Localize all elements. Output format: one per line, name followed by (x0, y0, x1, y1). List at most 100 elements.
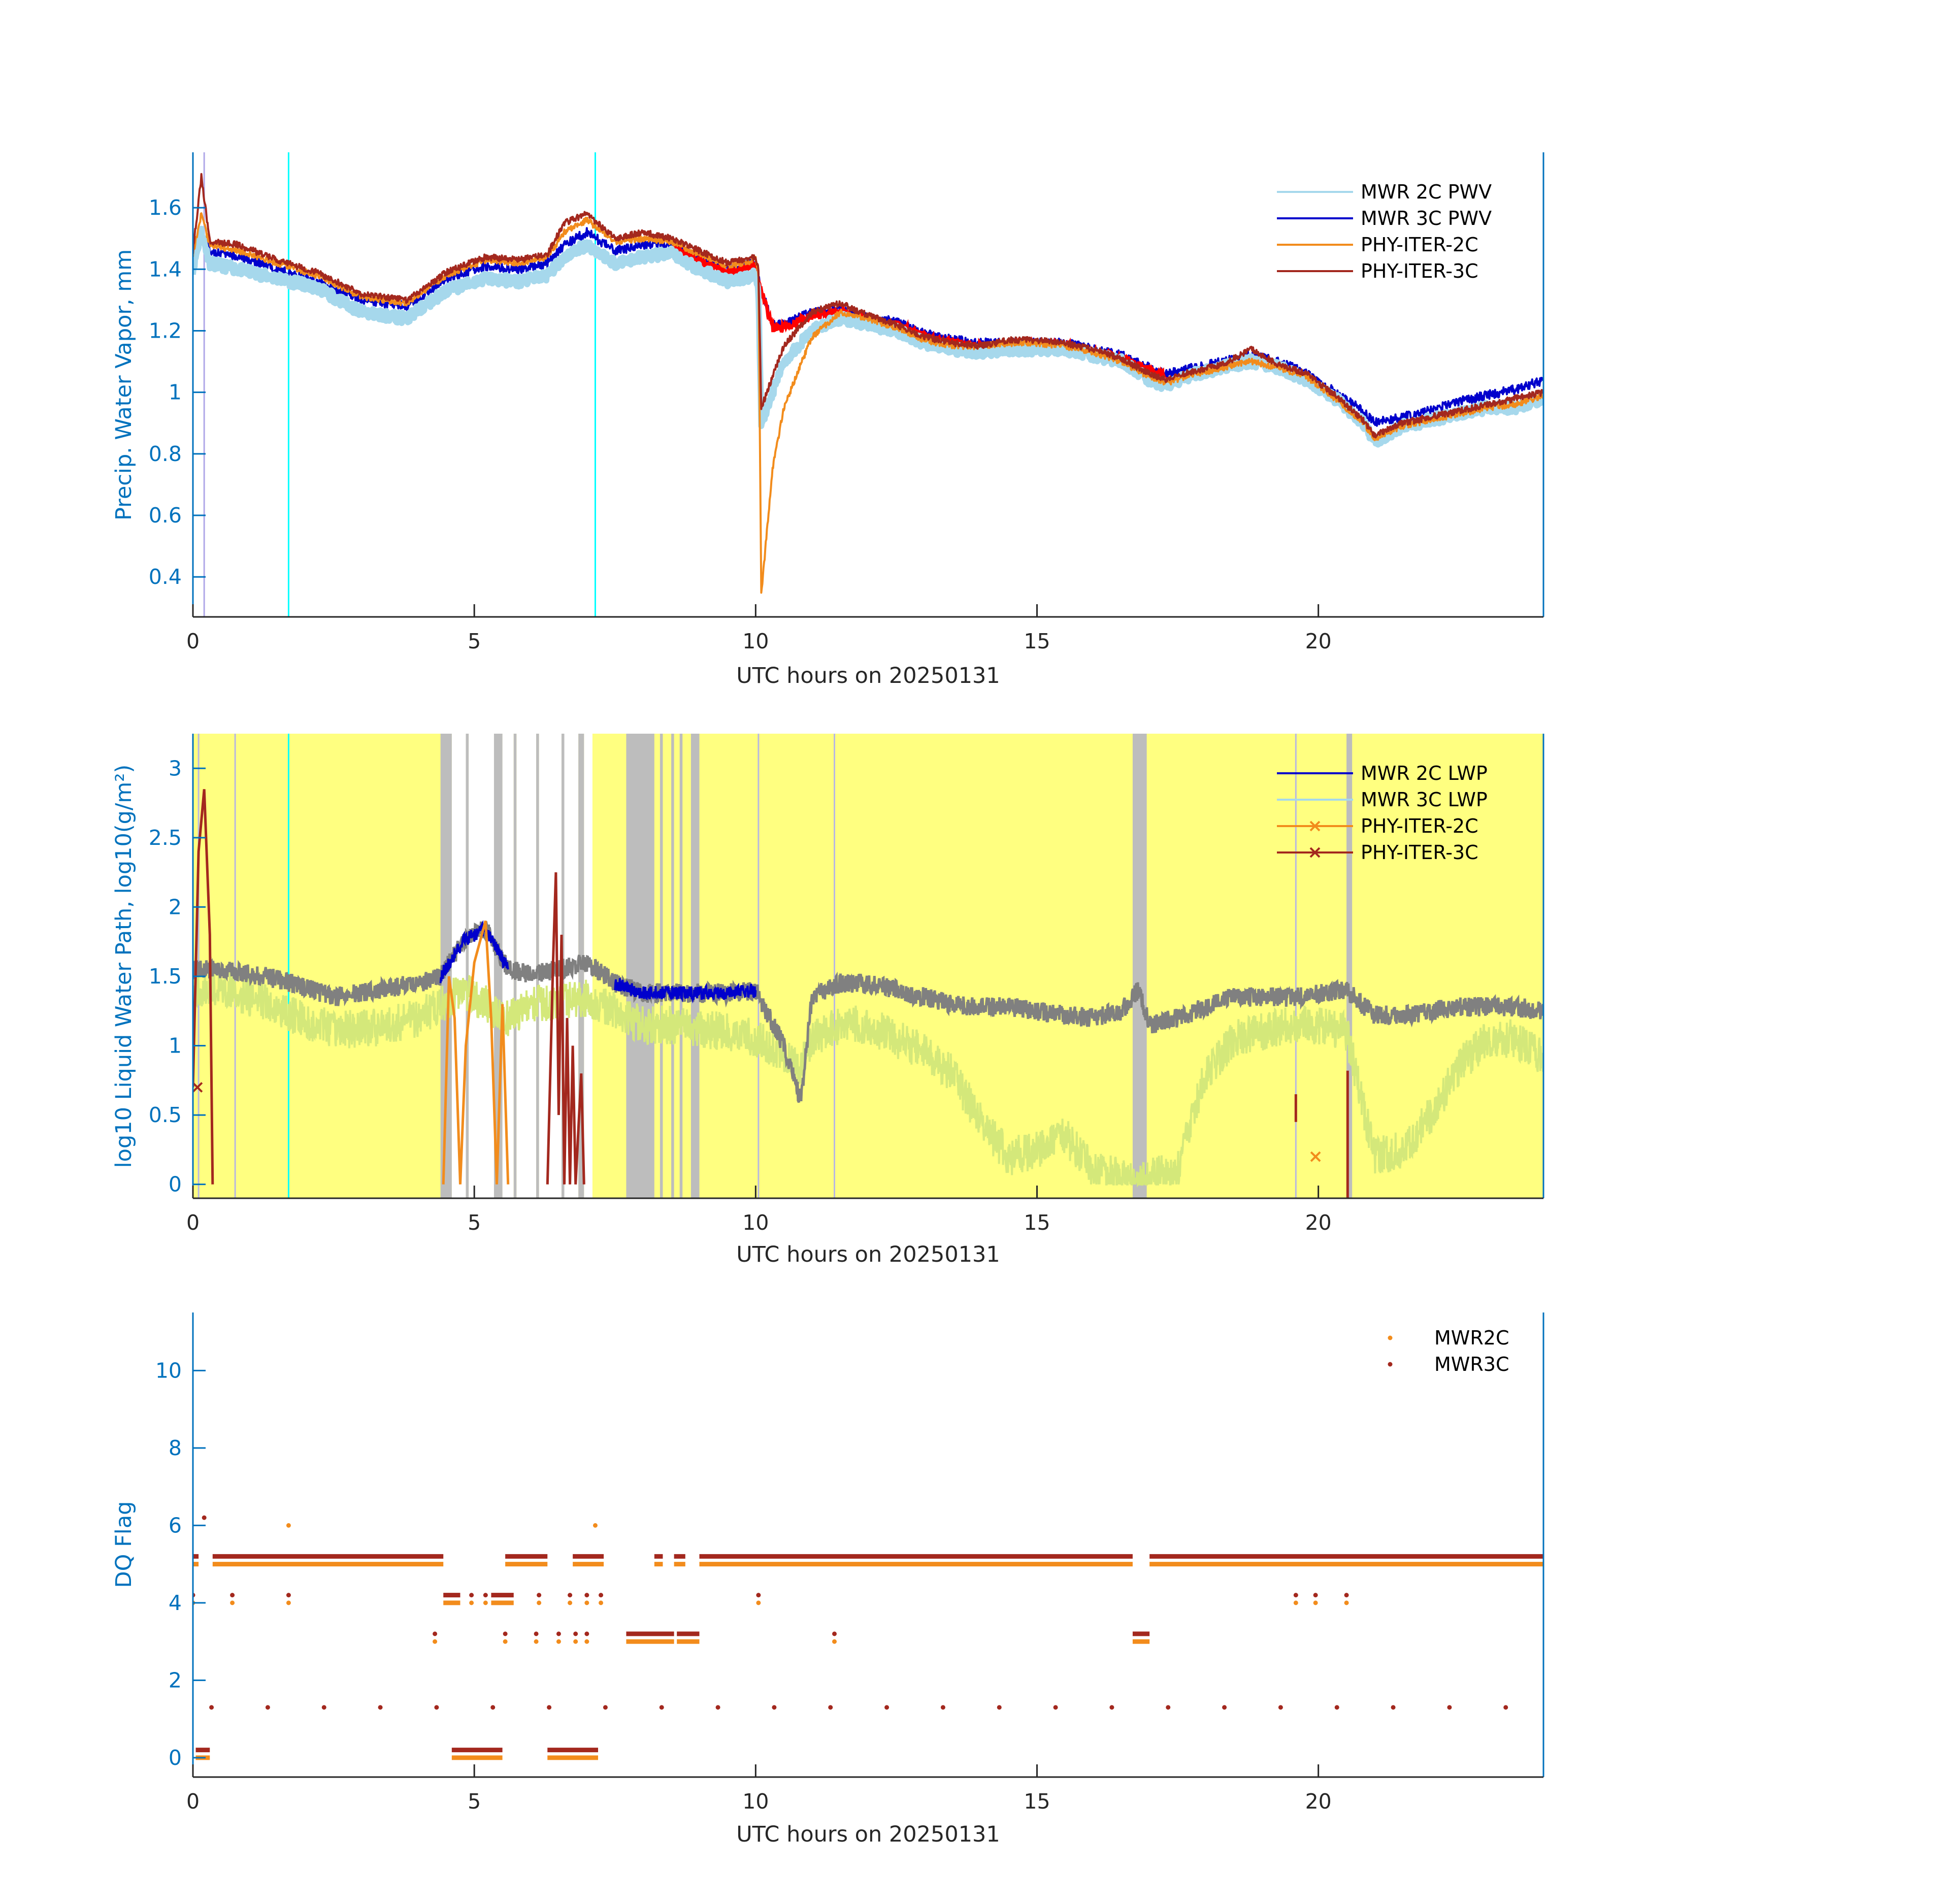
dq-point-mwr3c (1334, 1705, 1339, 1710)
dq-point-mwr3c (434, 1705, 439, 1710)
dq-point-mwr3c (659, 1705, 664, 1710)
legend-entry-label: MWR3C (1434, 1353, 1509, 1375)
x-tick-label: 0 (186, 1210, 200, 1235)
legend-entry-label: MWR2C (1434, 1327, 1509, 1349)
flag-band (679, 734, 683, 1198)
dq-point-mwr2c (756, 1600, 761, 1605)
dq-plot-area (193, 1515, 1543, 1760)
pwv-y-axis-label: Precip. Water Vapor, mm (111, 249, 137, 520)
flag-band (626, 734, 654, 1198)
phy-iter-3c-initial-spike (193, 789, 214, 1185)
y-tick-label: 1.6 (149, 195, 182, 220)
y-tick-label: 2 (169, 1668, 182, 1692)
dq-point-mwr3c (940, 1705, 945, 1710)
series-line-phy-iter-3c (193, 173, 1543, 439)
dq-point-mwr3c (1278, 1705, 1283, 1710)
dq-point-mwr2c (556, 1639, 561, 1644)
dq-point-mwr2c (1293, 1600, 1298, 1605)
x-tick-label: 20 (1305, 629, 1332, 653)
flag-band (660, 734, 663, 1198)
legend-entry-label: PHY-ITER-3C (1361, 841, 1478, 864)
dq-point-mwr2c (286, 1523, 291, 1528)
dq-point-mwr3c (534, 1631, 539, 1636)
x-tick-label: 15 (1024, 629, 1050, 653)
flag-band (1132, 734, 1147, 1198)
phy-iter-3c-spikes (546, 872, 585, 1185)
dq-point-mwr3c (1391, 1705, 1396, 1710)
dq-point-mwr3c (997, 1705, 1002, 1710)
lwp-plot-area (193, 734, 1543, 1198)
dq-point-mwr3c (503, 1631, 508, 1636)
clear-band (469, 734, 494, 1198)
y-tick-label: 1 (169, 1034, 182, 1058)
dq-point-mwr2c (537, 1600, 542, 1605)
dq-point-mwr3c (1447, 1705, 1452, 1710)
y-tick-label: 10 (155, 1358, 182, 1383)
dq-point-mwr3c (265, 1705, 270, 1710)
dq-point-mwr3c (1166, 1705, 1171, 1710)
dq-point-mwr3c (1344, 1593, 1349, 1598)
y-tick-label: 0 (169, 1172, 182, 1197)
dq-point-mwr3c (568, 1593, 573, 1598)
mwr2c-lwp-blue-segment (439, 920, 509, 983)
x-tick-label: 15 (1024, 1789, 1050, 1814)
dq-point-mwr3c (884, 1705, 890, 1710)
dq-point-mwr3c (209, 1705, 214, 1710)
dq-point-mwr3c (202, 1515, 207, 1520)
dq-point-mwr3c (1293, 1593, 1298, 1598)
y-tick-label: 0 (169, 1746, 182, 1770)
lwp-x-axis-label: UTC hours on 20250131 (736, 1242, 1000, 1267)
legend-entry-label: MWR 2C LWP (1361, 762, 1488, 784)
y-tick-label: 0.4 (149, 565, 182, 589)
pwv-plot-area (193, 152, 1543, 617)
dq-point-mwr3c (603, 1705, 608, 1710)
pwv-axes: 0 5 10 15 20 0.4 0.6 0.8 1 1.2 1.4 1.6 (149, 152, 1544, 653)
quality-background (193, 734, 1543, 1198)
dq-point-mwr3c (490, 1705, 496, 1710)
pwv-panel: 0 5 10 15 20 0.4 0.6 0.8 1 1.2 1.4 1.6 UTC hours on… (111, 152, 1544, 688)
dq-point-mwr2c (483, 1600, 488, 1605)
y-tick-label: 8 (169, 1436, 182, 1460)
dq-point-mwr2c (599, 1600, 604, 1605)
dq-point-mwr3c (1222, 1705, 1227, 1710)
dq-legend: MWR2C MWR3C (1388, 1327, 1509, 1375)
y-tick-label: 0.8 (149, 442, 182, 466)
dq-point-mwr2c (230, 1600, 235, 1605)
x-tick-label: 5 (468, 1789, 481, 1814)
legend-marker (1309, 820, 1321, 832)
dq-point-mwr3c (230, 1593, 235, 1598)
dq-point-mwr3c (584, 1631, 589, 1636)
dq-point-mwr3c (483, 1593, 488, 1598)
dq-point-mwr2c (469, 1600, 474, 1605)
dq-point-mwr2c (584, 1600, 589, 1605)
dq-point-mwr3c (556, 1631, 561, 1636)
x-marker (1310, 1151, 1321, 1162)
dq-point-mwr2c (832, 1639, 837, 1644)
legend-entry-label: MWR 3C LWP (1361, 789, 1488, 811)
dq-axes: 0 5 10 15 20 0 2 4 6 8 10 (155, 1312, 1544, 1814)
legend-entry-label: PHY-ITER-2C (1361, 815, 1478, 837)
dq-point-mwr3c (378, 1705, 383, 1710)
series-line-mwr-2c-pwv (193, 225, 1543, 448)
dq-point-mwr2c (584, 1639, 589, 1644)
dq-point-mwr2c (503, 1639, 508, 1644)
legend-entry-label: MWR 3C PWV (1361, 207, 1492, 229)
dq-point-mwr3c (584, 1593, 589, 1598)
dq-point-mwr3c (286, 1593, 291, 1598)
pwv-x-axis-label: UTC hours on 20250131 (736, 663, 1000, 688)
dq-point-mwr3c (715, 1705, 720, 1710)
dq-point-mwr2c (1313, 1600, 1318, 1605)
flag-band (671, 734, 674, 1198)
legend-entry-label: PHY-ITER-2C (1361, 234, 1478, 256)
dq-point-mwr3c (828, 1705, 833, 1710)
dq-point-mwr3c (321, 1705, 326, 1710)
dq-point-mwr3c (433, 1631, 438, 1636)
legend-marker (1309, 847, 1321, 858)
series-line-mwr-2c-lwp (193, 921, 1543, 1103)
x-tick-label: 15 (1024, 1210, 1050, 1235)
flag-band (1346, 734, 1353, 1198)
x-marker (193, 1082, 203, 1093)
y-tick-label: 2.5 (149, 826, 182, 850)
x-tick-label: 10 (742, 629, 769, 653)
